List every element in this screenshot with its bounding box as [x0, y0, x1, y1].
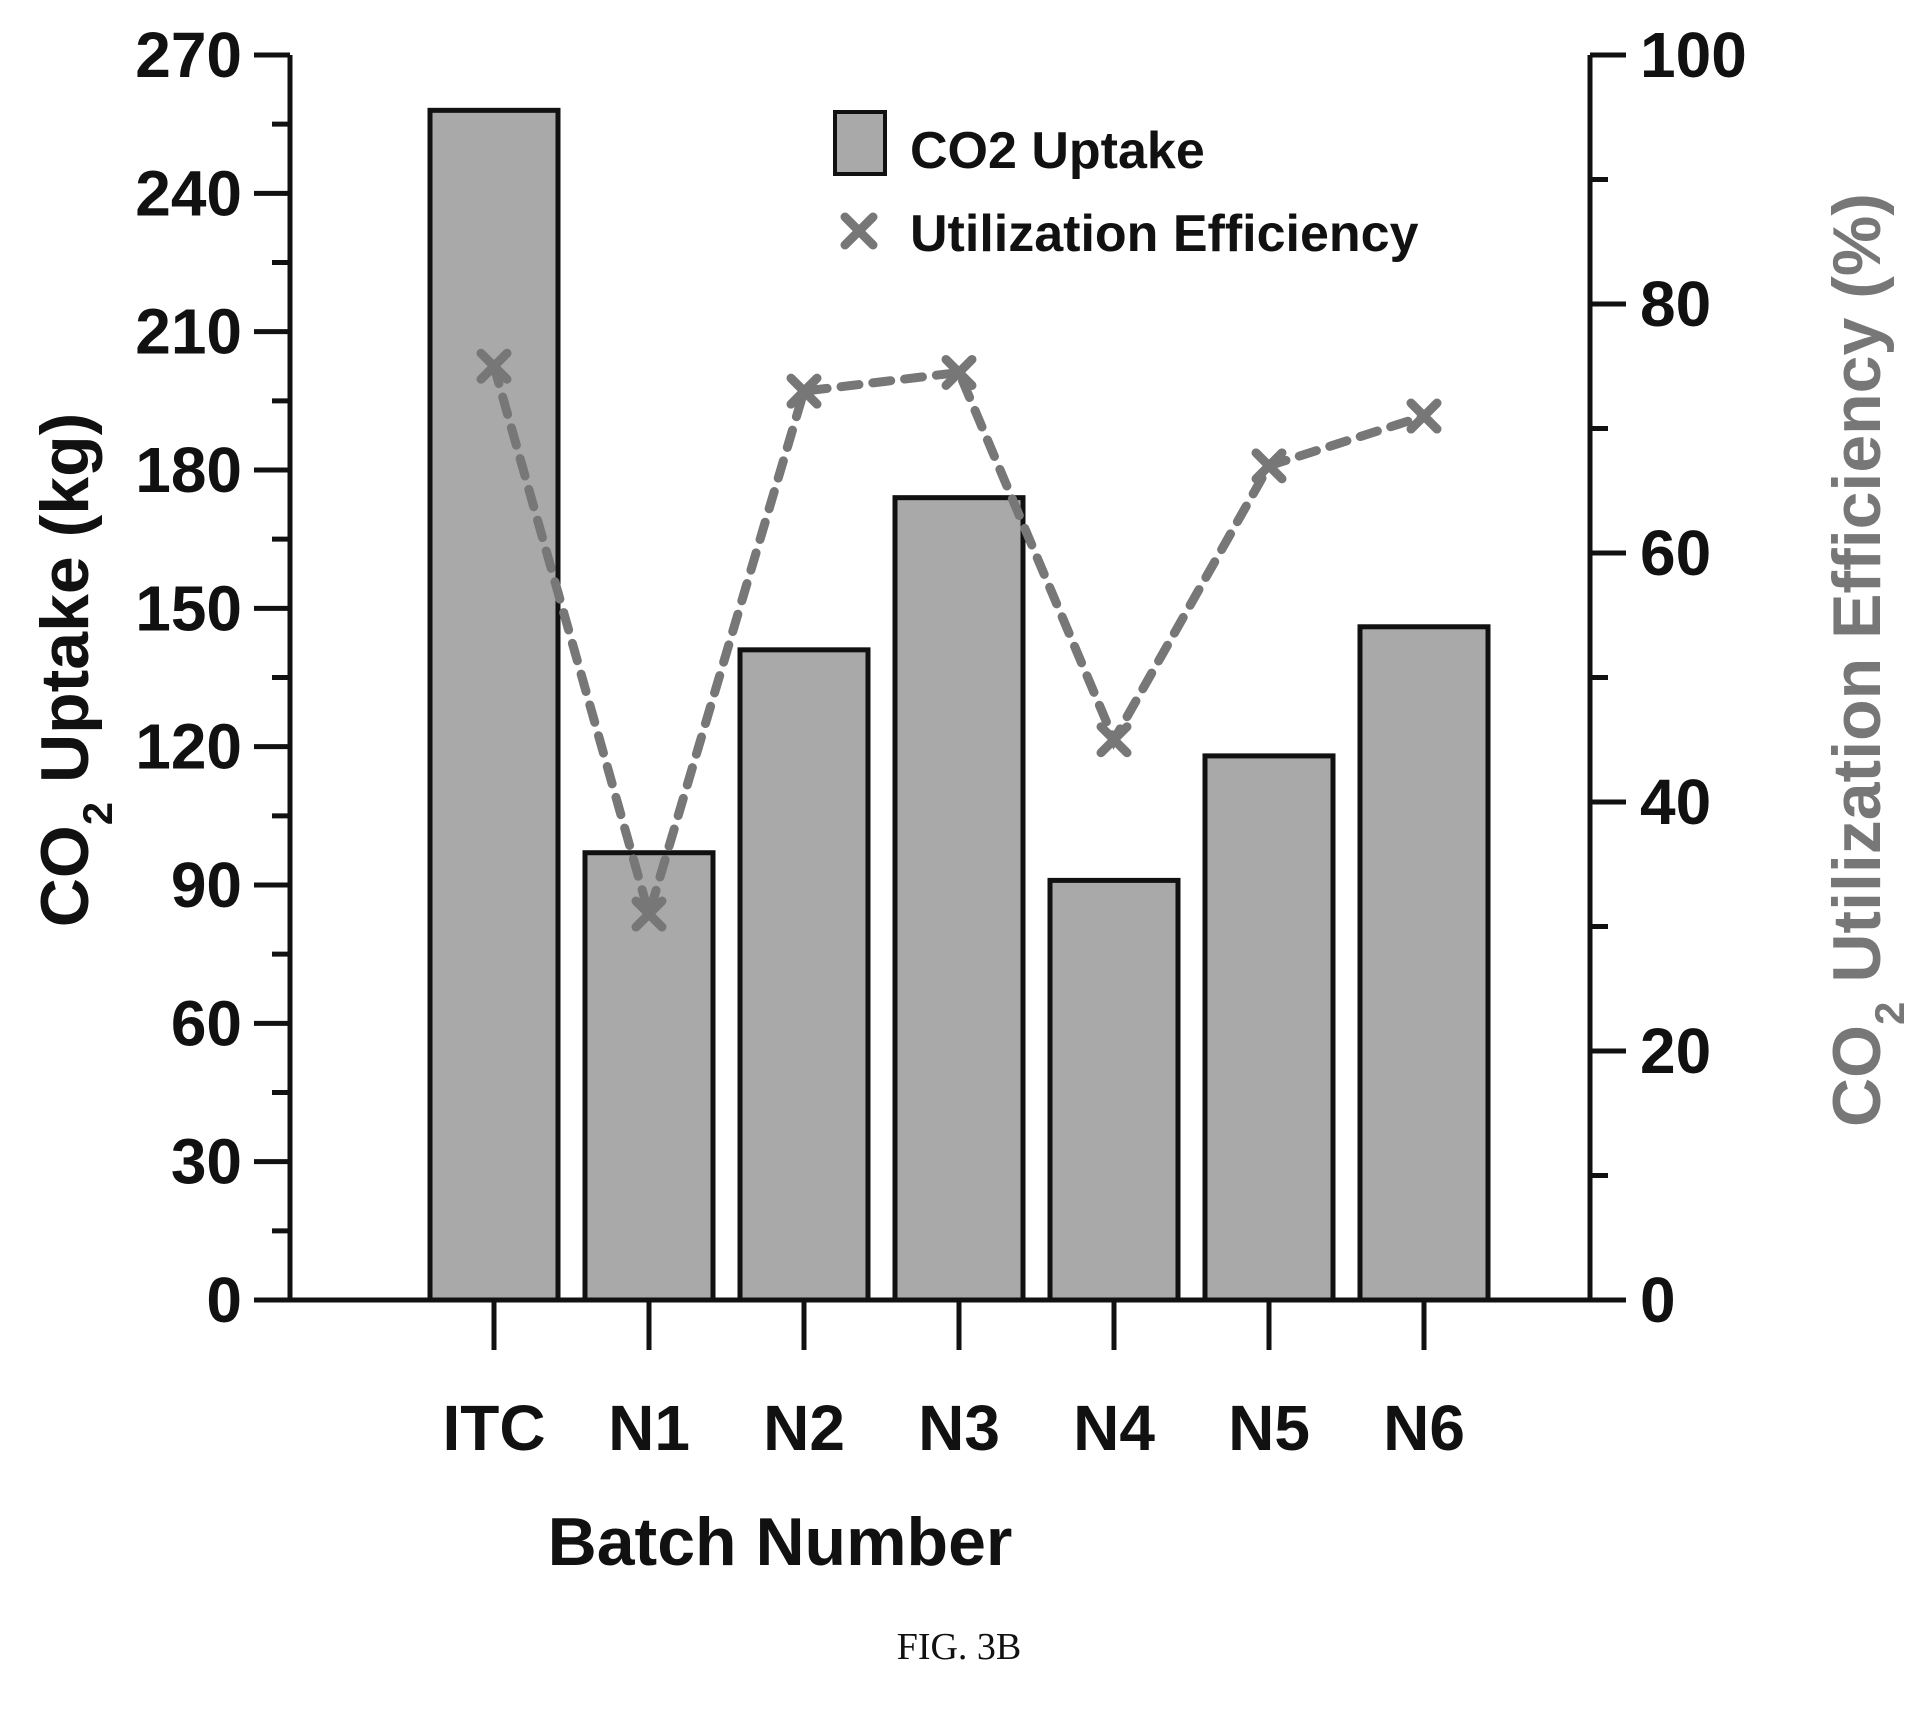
bar-n4	[1047, 877, 1181, 1303]
y2-axis-title-suffix: Utilization Efficiency (%)	[1819, 193, 1895, 1002]
legend-label-uptake: CO2 Uptake	[910, 122, 1205, 180]
x-tick-label-n4: N4	[1073, 1392, 1155, 1464]
cross-stroke-b	[476, 348, 512, 384]
bar-itc	[427, 107, 561, 1303]
y-tick-label-210: 210	[135, 296, 242, 368]
efficiency-line-layer	[476, 348, 1442, 932]
x-tick-label-n3: N3	[918, 1392, 1000, 1464]
x-tick-label-n1: N1	[608, 1392, 690, 1464]
legend-cross-marker	[840, 212, 878, 250]
legend-bar-swatch	[833, 110, 887, 176]
y2-tick-label-20: 20	[1640, 1015, 1711, 1087]
y2-axis-title: CO2 Utilization Efficiency (%)	[1819, 193, 1913, 1127]
axes-layer: 0 30 60 90 120 150 180 210 240 270 0 20 40 60 80 100 ITC…	[135, 19, 1747, 1464]
y2-tick-label-60: 60	[1640, 517, 1711, 589]
y-axis-title-prefix: CO	[27, 825, 103, 927]
y2-tick-label-100: 100	[1640, 19, 1747, 91]
bars-layer	[427, 107, 1491, 1303]
cross-stroke-b	[1251, 448, 1287, 484]
bar-n6	[1357, 624, 1491, 1303]
y-tick-label-240: 240	[135, 157, 242, 229]
y-tick-label-0: 0	[206, 1264, 242, 1336]
efficiency-point-n3	[941, 354, 977, 390]
y-axis-title-suffix: Uptake (kg)	[27, 413, 103, 802]
efficiency-point-itc	[476, 348, 512, 384]
x-tick-label-itc: ITC	[442, 1392, 545, 1464]
bar-n3	[892, 495, 1026, 1303]
x-axis-title: Batch Number	[548, 1504, 1013, 1580]
y-tick-label-120: 120	[135, 711, 242, 783]
efficiency-point-n4	[1096, 722, 1132, 758]
y-tick-label-270: 270	[135, 19, 242, 91]
x-tick-label-n5: N5	[1228, 1392, 1310, 1464]
cross-stroke-b	[1406, 398, 1442, 434]
y-tick-label-180: 180	[135, 434, 242, 506]
x-tick-label-n2: N2	[763, 1392, 845, 1464]
cross-stroke-b	[786, 373, 822, 409]
dual-axis-chart: 0 30 60 90 120 150 180 210 240 270 0 20 40 60 80 100 ITC…	[27, 19, 1913, 1580]
y2-axis-title-subscript: 2	[1866, 1002, 1913, 1025]
efficiency-point-n1	[631, 896, 667, 932]
y-tick-label-60: 60	[171, 987, 242, 1059]
bar-n2	[737, 647, 871, 1303]
y-axis-title-subscript: 2	[74, 802, 121, 825]
figure-caption: FIG. 3B	[896, 1626, 1022, 1668]
y2-tick-label-40: 40	[1640, 766, 1711, 838]
y2-axis-title-prefix: CO	[1819, 1025, 1895, 1127]
cross-stroke-b	[631, 896, 667, 932]
y-tick-label-90: 90	[171, 849, 242, 921]
legend: CO2 Uptake Utilization Efficiency	[833, 110, 1419, 263]
y-tick-label-30: 30	[171, 1126, 242, 1198]
y-axis-title: CO2 Uptake (kg)	[27, 413, 121, 928]
cross-stroke-b	[1096, 722, 1132, 758]
legend-label-efficiency: Utilization Efficiency	[910, 205, 1419, 263]
cross-stroke-b	[941, 354, 977, 390]
y-tick-label-150: 150	[135, 572, 242, 644]
y2-tick-label-80: 80	[1640, 268, 1711, 340]
bar-n1	[582, 850, 716, 1303]
efficiency-point-n5	[1251, 448, 1287, 484]
y2-tick-label-0: 0	[1640, 1264, 1676, 1336]
efficiency-point-n6	[1406, 398, 1442, 434]
bar-n5	[1202, 753, 1336, 1303]
x-tick-label-n6: N6	[1383, 1392, 1465, 1464]
efficiency-point-n2	[786, 373, 822, 409]
